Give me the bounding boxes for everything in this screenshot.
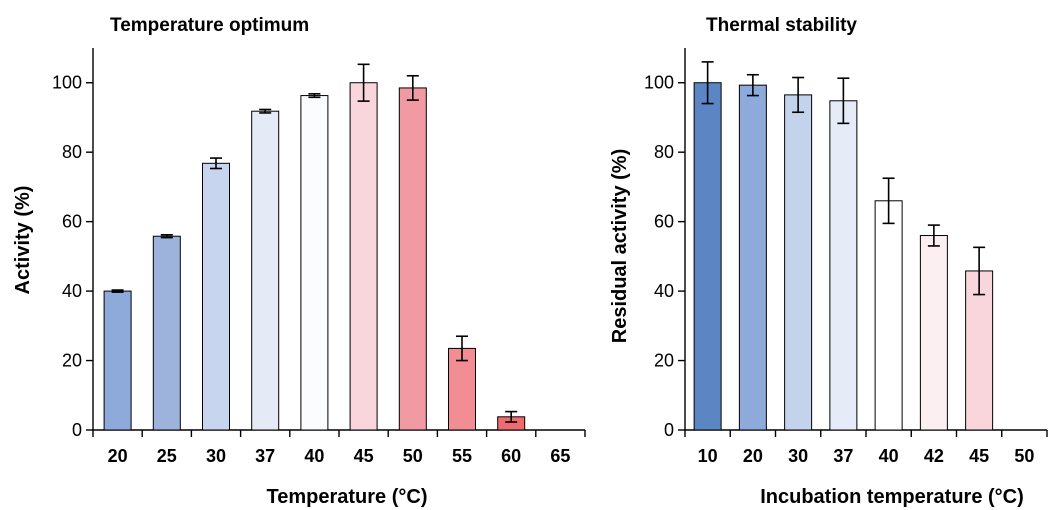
x-tick-label: 20 [743, 446, 763, 466]
bar-45 [965, 270, 994, 431]
y-tick-label: 20 [62, 351, 82, 371]
bar-50 [398, 87, 427, 431]
bar-37 [829, 100, 858, 431]
x-tick-label: 37 [833, 446, 853, 466]
bar-20 [103, 290, 132, 431]
bar-45 [349, 82, 378, 431]
bar-42 [919, 235, 948, 431]
x-axis-label: Temperature (°C) [267, 486, 428, 508]
thermal-stability-chart: Thermal stability Residual activity (%) … [609, 15, 1048, 508]
chart-title: Thermal stability [706, 15, 857, 36]
y-tick-label: 20 [654, 351, 674, 371]
bar-25 [152, 235, 181, 431]
x-tick-label: 20 [108, 446, 128, 466]
y-tick-label: 80 [62, 142, 82, 162]
y-tick-label: 40 [654, 281, 674, 301]
y-tick-label: 0 [664, 420, 674, 440]
y-tick-label: 80 [654, 142, 674, 162]
bar-30 [784, 94, 813, 431]
x-tick-label: 50 [1014, 446, 1034, 466]
x-tick-label: 30 [788, 446, 808, 466]
x-tick-label: 40 [879, 446, 899, 466]
bar-20 [738, 84, 767, 431]
x-tick-label: 45 [354, 446, 374, 466]
y-tick-label: 40 [62, 281, 82, 301]
y-axis-label: Residual activity (%) [609, 149, 631, 344]
y-tick-label: 100 [644, 73, 674, 93]
x-tick-label: 10 [698, 446, 718, 466]
x-tick-label: 60 [501, 446, 521, 466]
plot-area: 0 20 40 60 80 100 20 25 30 37 40 45 50 55 60 65 [52, 48, 586, 466]
bar-40 [874, 200, 903, 431]
x-tick-label: 50 [403, 446, 423, 466]
x-tick-label: 55 [452, 446, 472, 466]
bar-55 [448, 347, 476, 431]
x-tick-label: 40 [304, 446, 324, 466]
y-tick-label: 100 [52, 73, 82, 93]
bar-30 [202, 162, 230, 431]
x-tick-label: 25 [157, 446, 177, 466]
y-tick-label: 60 [62, 212, 82, 232]
x-tick-label: 42 [924, 446, 944, 466]
chart-title: Temperature optimum [110, 15, 309, 36]
bar-37 [251, 110, 280, 431]
y-tick-label: 0 [72, 420, 82, 440]
x-tick-label: 30 [206, 446, 226, 466]
y-tick-label: 60 [654, 212, 674, 232]
temperature-optimum-chart: Temperature optimum Activity (%) Tempera… [12, 15, 586, 508]
x-tick-label: 65 [550, 446, 570, 466]
y-axis-label: Activity (%) [12, 186, 34, 295]
bar-10 [693, 82, 722, 431]
x-tick-label: 37 [255, 446, 275, 466]
plot-area: 0 20 40 60 80 100 10 20 30 37 40 42 45 50 [644, 48, 1048, 466]
x-axis-label: Incubation temperature (°C) [760, 486, 1024, 508]
bar-40 [300, 95, 329, 431]
x-tick-label: 45 [969, 446, 989, 466]
